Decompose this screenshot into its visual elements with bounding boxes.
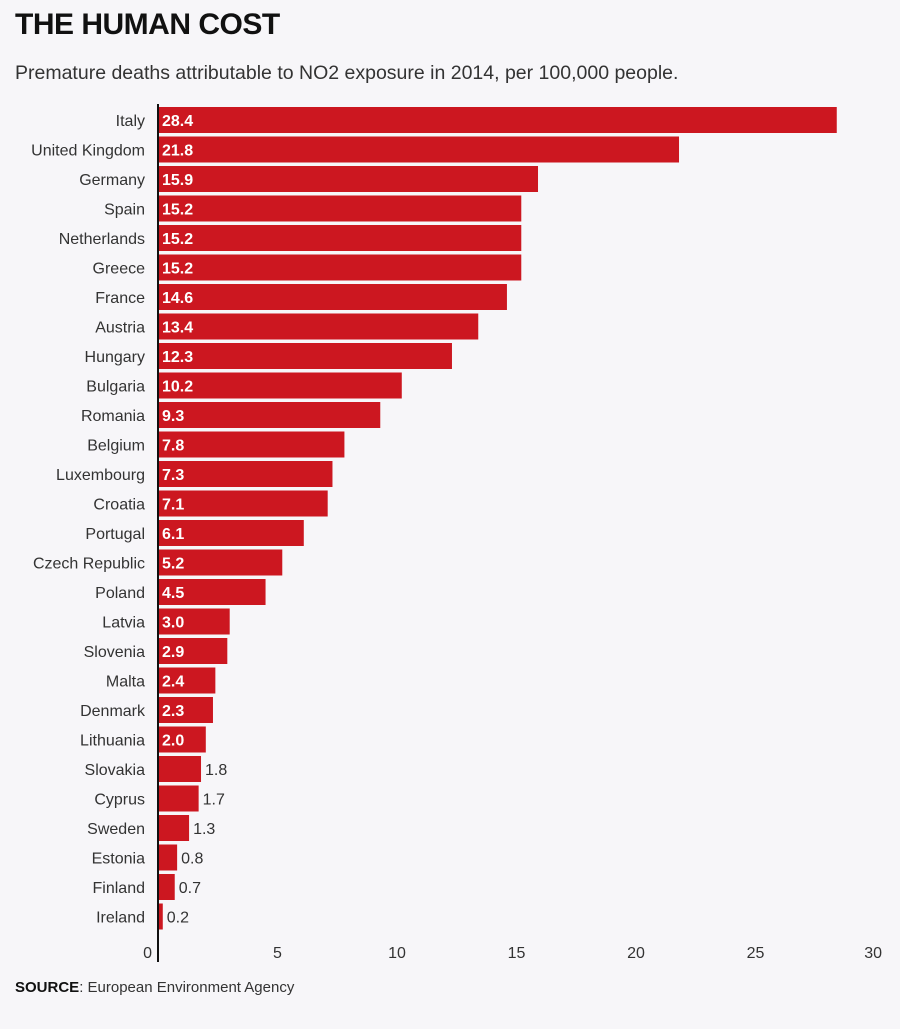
category-label: Poland	[95, 585, 145, 602]
data-label: 1.8	[205, 762, 227, 779]
bar	[158, 667, 216, 694]
category-label: Belgium	[87, 438, 145, 455]
bar	[158, 844, 178, 871]
category-label: Cyprus	[94, 792, 145, 809]
data-label: 7.1	[162, 497, 184, 514]
x-tick-label: 25	[747, 945, 765, 962]
category-label: Ireland	[96, 910, 145, 927]
category-label: Slovenia	[84, 644, 145, 661]
x-tick-label: 0	[143, 945, 152, 962]
data-label: 14.6	[162, 290, 193, 307]
data-label: 6.1	[162, 526, 184, 543]
category-label: Latvia	[102, 615, 145, 632]
data-label: 9.3	[162, 408, 184, 425]
category-label: United Kingdom	[31, 143, 145, 160]
bar	[158, 520, 304, 546]
data-label: 15.9	[162, 172, 193, 189]
data-label: 15.2	[162, 231, 193, 248]
bar	[158, 785, 199, 812]
data-label: 0.8	[181, 851, 203, 868]
bar	[158, 284, 507, 310]
data-label: 15.2	[162, 202, 193, 219]
data-label: 2.3	[162, 703, 184, 720]
chart-title: THE HUMAN COST	[15, 8, 280, 41]
data-label: 13.4	[162, 320, 193, 337]
bar	[158, 549, 283, 576]
data-label: 2.9	[162, 644, 184, 661]
bar	[158, 608, 230, 635]
bar	[158, 136, 680, 163]
data-label: 21.8	[162, 143, 193, 160]
category-label: Portugal	[85, 526, 145, 543]
data-label: 1.7	[203, 792, 225, 809]
bar-chart: Italy 28.4 United Kingdom 21.8 Germany 15.9 Sp…	[31, 104, 882, 962]
category-label: Netherlands	[59, 231, 145, 248]
bar	[158, 254, 522, 281]
data-label: 3.0	[162, 615, 184, 632]
bar	[158, 372, 402, 399]
bar	[158, 756, 202, 782]
bar	[158, 490, 328, 517]
data-label: 2.0	[162, 733, 184, 750]
bar	[158, 402, 381, 428]
category-label: Czech Republic	[33, 556, 145, 573]
x-tick-label: 10	[388, 945, 406, 962]
bar	[158, 638, 228, 664]
data-label: 0.2	[167, 910, 189, 927]
x-tick-label: 5	[273, 945, 282, 962]
source-text: : European Environment Agency	[79, 979, 295, 996]
data-label: 10.2	[162, 379, 193, 396]
bar	[158, 313, 479, 340]
bar	[158, 166, 539, 192]
data-label: 0.7	[179, 880, 201, 897]
data-label: 5.2	[162, 556, 184, 573]
bar	[158, 431, 345, 458]
data-label: 1.3	[193, 821, 215, 838]
category-label: Finland	[93, 880, 145, 897]
bar	[158, 579, 266, 605]
category-label: Romania	[81, 408, 145, 425]
category-label: Greece	[93, 261, 146, 278]
data-label: 15.2	[162, 261, 193, 278]
x-tick-label: 20	[627, 945, 645, 962]
data-label: 7.3	[162, 467, 184, 484]
source-label: SOURCE	[15, 979, 80, 996]
category-label: Croatia	[93, 497, 145, 514]
category-label: Austria	[95, 320, 145, 337]
bar	[158, 697, 213, 723]
bar	[158, 225, 522, 251]
bar	[158, 195, 522, 222]
category-label: Sweden	[87, 821, 145, 838]
category-label: Bulgaria	[86, 379, 145, 396]
bar	[158, 107, 837, 133]
category-label: Malta	[106, 674, 145, 691]
category-label: Luxembourg	[56, 467, 145, 484]
data-label: 28.4	[162, 113, 193, 130]
category-label: Denmark	[80, 703, 146, 720]
data-label: 4.5	[162, 585, 184, 602]
category-label: Germany	[79, 172, 145, 189]
bar	[158, 874, 175, 900]
bar	[158, 343, 452, 369]
data-label: 12.3	[162, 349, 193, 366]
category-label: Hungary	[85, 349, 145, 366]
bar	[158, 815, 190, 841]
category-label: Estonia	[92, 851, 145, 868]
bar	[158, 903, 163, 930]
x-tick-label: 30	[864, 945, 882, 962]
data-label: 2.4	[162, 674, 184, 691]
category-label: Slovakia	[85, 762, 146, 779]
bar	[158, 461, 333, 487]
category-label: Lithuania	[80, 733, 145, 750]
category-label: France	[95, 290, 145, 307]
bar	[158, 726, 206, 753]
data-label: 7.8	[162, 438, 184, 455]
chart-subtitle: Premature deaths attributable to NO2 exp…	[15, 62, 679, 84]
category-label: Italy	[116, 113, 145, 130]
category-label: Spain	[104, 202, 145, 219]
x-tick-label: 15	[508, 945, 526, 962]
source-note: SOURCE: European Environment Agency	[15, 979, 294, 996]
